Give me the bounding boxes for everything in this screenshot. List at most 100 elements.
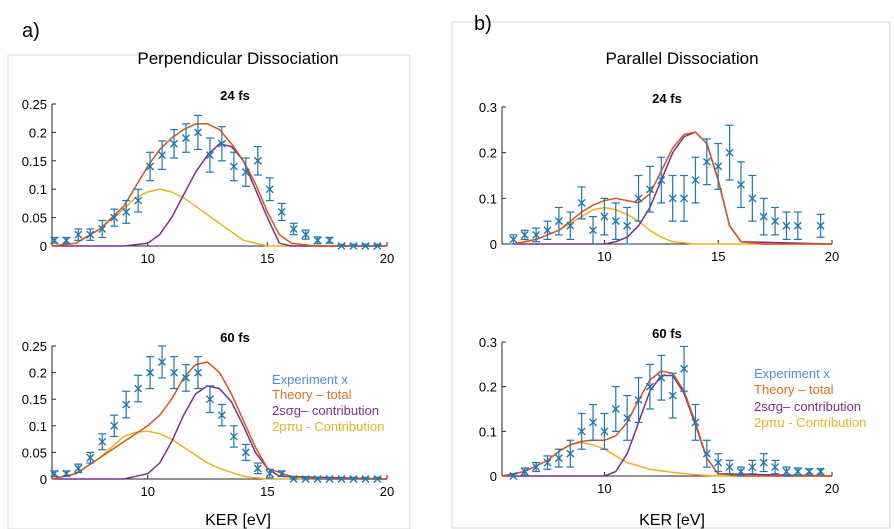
y-tick-label: 0.3 bbox=[479, 100, 497, 115]
data-point bbox=[337, 475, 346, 483]
data-point bbox=[589, 226, 598, 235]
data-point bbox=[170, 139, 179, 148]
panel-b-frame bbox=[451, 21, 891, 529]
curve-sg bbox=[52, 143, 387, 247]
y-tick-label: 0 bbox=[40, 239, 47, 254]
data-point bbox=[349, 242, 358, 250]
y-tick-label: 0.05 bbox=[22, 211, 47, 226]
curve-pu bbox=[501, 441, 832, 477]
legend-b-pu: 2pπu - Contribution bbox=[754, 415, 866, 430]
data-point bbox=[543, 226, 552, 235]
data-point bbox=[736, 467, 745, 476]
data-point bbox=[313, 236, 322, 245]
panel-b-xlabel: KER [eV] bbox=[639, 512, 705, 529]
data-point bbox=[771, 463, 780, 472]
data-point bbox=[782, 467, 791, 476]
y-tick-label: 0 bbox=[490, 469, 497, 484]
data-point bbox=[205, 151, 214, 160]
data-point bbox=[748, 463, 757, 472]
y-tick-label: 0.1 bbox=[29, 182, 47, 197]
data-point bbox=[98, 224, 107, 233]
data-point bbox=[241, 168, 250, 177]
data-point bbox=[313, 475, 322, 483]
data-point bbox=[134, 384, 143, 393]
panel-a-frame bbox=[7, 54, 411, 529]
legend-a-total: Theory – total bbox=[272, 387, 352, 402]
data-point bbox=[702, 157, 711, 166]
data-point bbox=[634, 194, 643, 203]
y-tick-label: 0.25 bbox=[22, 339, 47, 354]
data-point bbox=[373, 475, 382, 483]
x-tick-label: 20 bbox=[825, 481, 839, 496]
data-point bbox=[759, 212, 768, 221]
data-point bbox=[325, 475, 334, 483]
data-point bbox=[657, 176, 666, 185]
data-point bbox=[289, 224, 298, 233]
data-point bbox=[253, 156, 262, 165]
x-tick-label: 10 bbox=[597, 481, 611, 496]
panel-a-title: Perpendicular Dissociation bbox=[137, 49, 338, 68]
x-tick-label: 10 bbox=[597, 249, 611, 264]
data-point bbox=[736, 180, 745, 189]
data-point bbox=[645, 185, 654, 194]
data-point bbox=[217, 139, 226, 148]
y-tick-label: 0 bbox=[490, 237, 497, 252]
data-point bbox=[86, 230, 95, 239]
data-point bbox=[122, 207, 131, 216]
data-point bbox=[217, 411, 226, 420]
x-tick-label: 15 bbox=[260, 251, 274, 266]
y-tick-label: 0.2 bbox=[479, 380, 497, 395]
data-point bbox=[62, 469, 71, 478]
y-tick-label: 0.15 bbox=[22, 154, 47, 169]
data-point bbox=[759, 458, 768, 467]
panel-a-label: a) bbox=[22, 20, 40, 42]
data-point bbox=[554, 454, 563, 463]
data-point bbox=[158, 357, 167, 366]
data-point bbox=[680, 364, 689, 373]
data-point bbox=[205, 395, 214, 404]
legend-b-experiment: Experiment x bbox=[754, 366, 830, 381]
data-point bbox=[691, 176, 700, 185]
data-point bbox=[301, 230, 310, 239]
legend-a-sg: 2sσg– contribution bbox=[272, 403, 379, 418]
plot-perpendicular-60fs: 60 fs 0 0.05 0.1 0.15 0.2 0.25 10 15 20 bbox=[22, 330, 395, 499]
data-point bbox=[325, 236, 334, 245]
data-point bbox=[816, 221, 825, 230]
data-point bbox=[793, 221, 802, 230]
data-point bbox=[725, 148, 734, 157]
data-point bbox=[702, 449, 711, 458]
plot-parallel-24fs: 24 fs 0 0.1 0.2 0.3 10 15 20 bbox=[479, 91, 839, 264]
data-point bbox=[277, 207, 286, 216]
plot-title: 60 fs bbox=[652, 326, 682, 341]
x-tick-label: 15 bbox=[711, 249, 725, 264]
data-point bbox=[50, 236, 59, 245]
data-point bbox=[193, 128, 202, 137]
y-tick-label: 0.25 bbox=[22, 97, 47, 112]
y-tick-label: 0.1 bbox=[479, 191, 497, 206]
y-tick-label: 0 bbox=[40, 472, 47, 487]
legend-b-sg: 2sσg– contribution bbox=[754, 399, 861, 414]
y-tick-label: 0.3 bbox=[479, 335, 497, 350]
x-tick-label: 15 bbox=[711, 481, 725, 496]
x-tick-label: 20 bbox=[825, 249, 839, 264]
legend-a-pu: 2pπu - Contribution bbox=[272, 419, 384, 434]
data-point bbox=[532, 230, 541, 239]
data-point bbox=[805, 467, 814, 476]
y-tick-label: 0.2 bbox=[479, 146, 497, 161]
y-tick-label: 0.2 bbox=[29, 366, 47, 381]
data-point bbox=[668, 391, 677, 400]
y-tick-label: 0.1 bbox=[29, 419, 47, 434]
data-point bbox=[146, 162, 155, 171]
data-point bbox=[532, 463, 541, 472]
plot-title: 60 fs bbox=[220, 330, 250, 345]
data-point bbox=[229, 162, 238, 171]
data-point bbox=[748, 194, 757, 203]
data-point bbox=[134, 196, 143, 205]
data-point bbox=[349, 475, 358, 483]
data-point bbox=[611, 217, 620, 226]
data-point bbox=[86, 453, 95, 462]
data-point bbox=[253, 464, 262, 473]
data-point bbox=[62, 236, 71, 245]
data-point bbox=[158, 151, 167, 160]
data-point bbox=[277, 469, 286, 478]
